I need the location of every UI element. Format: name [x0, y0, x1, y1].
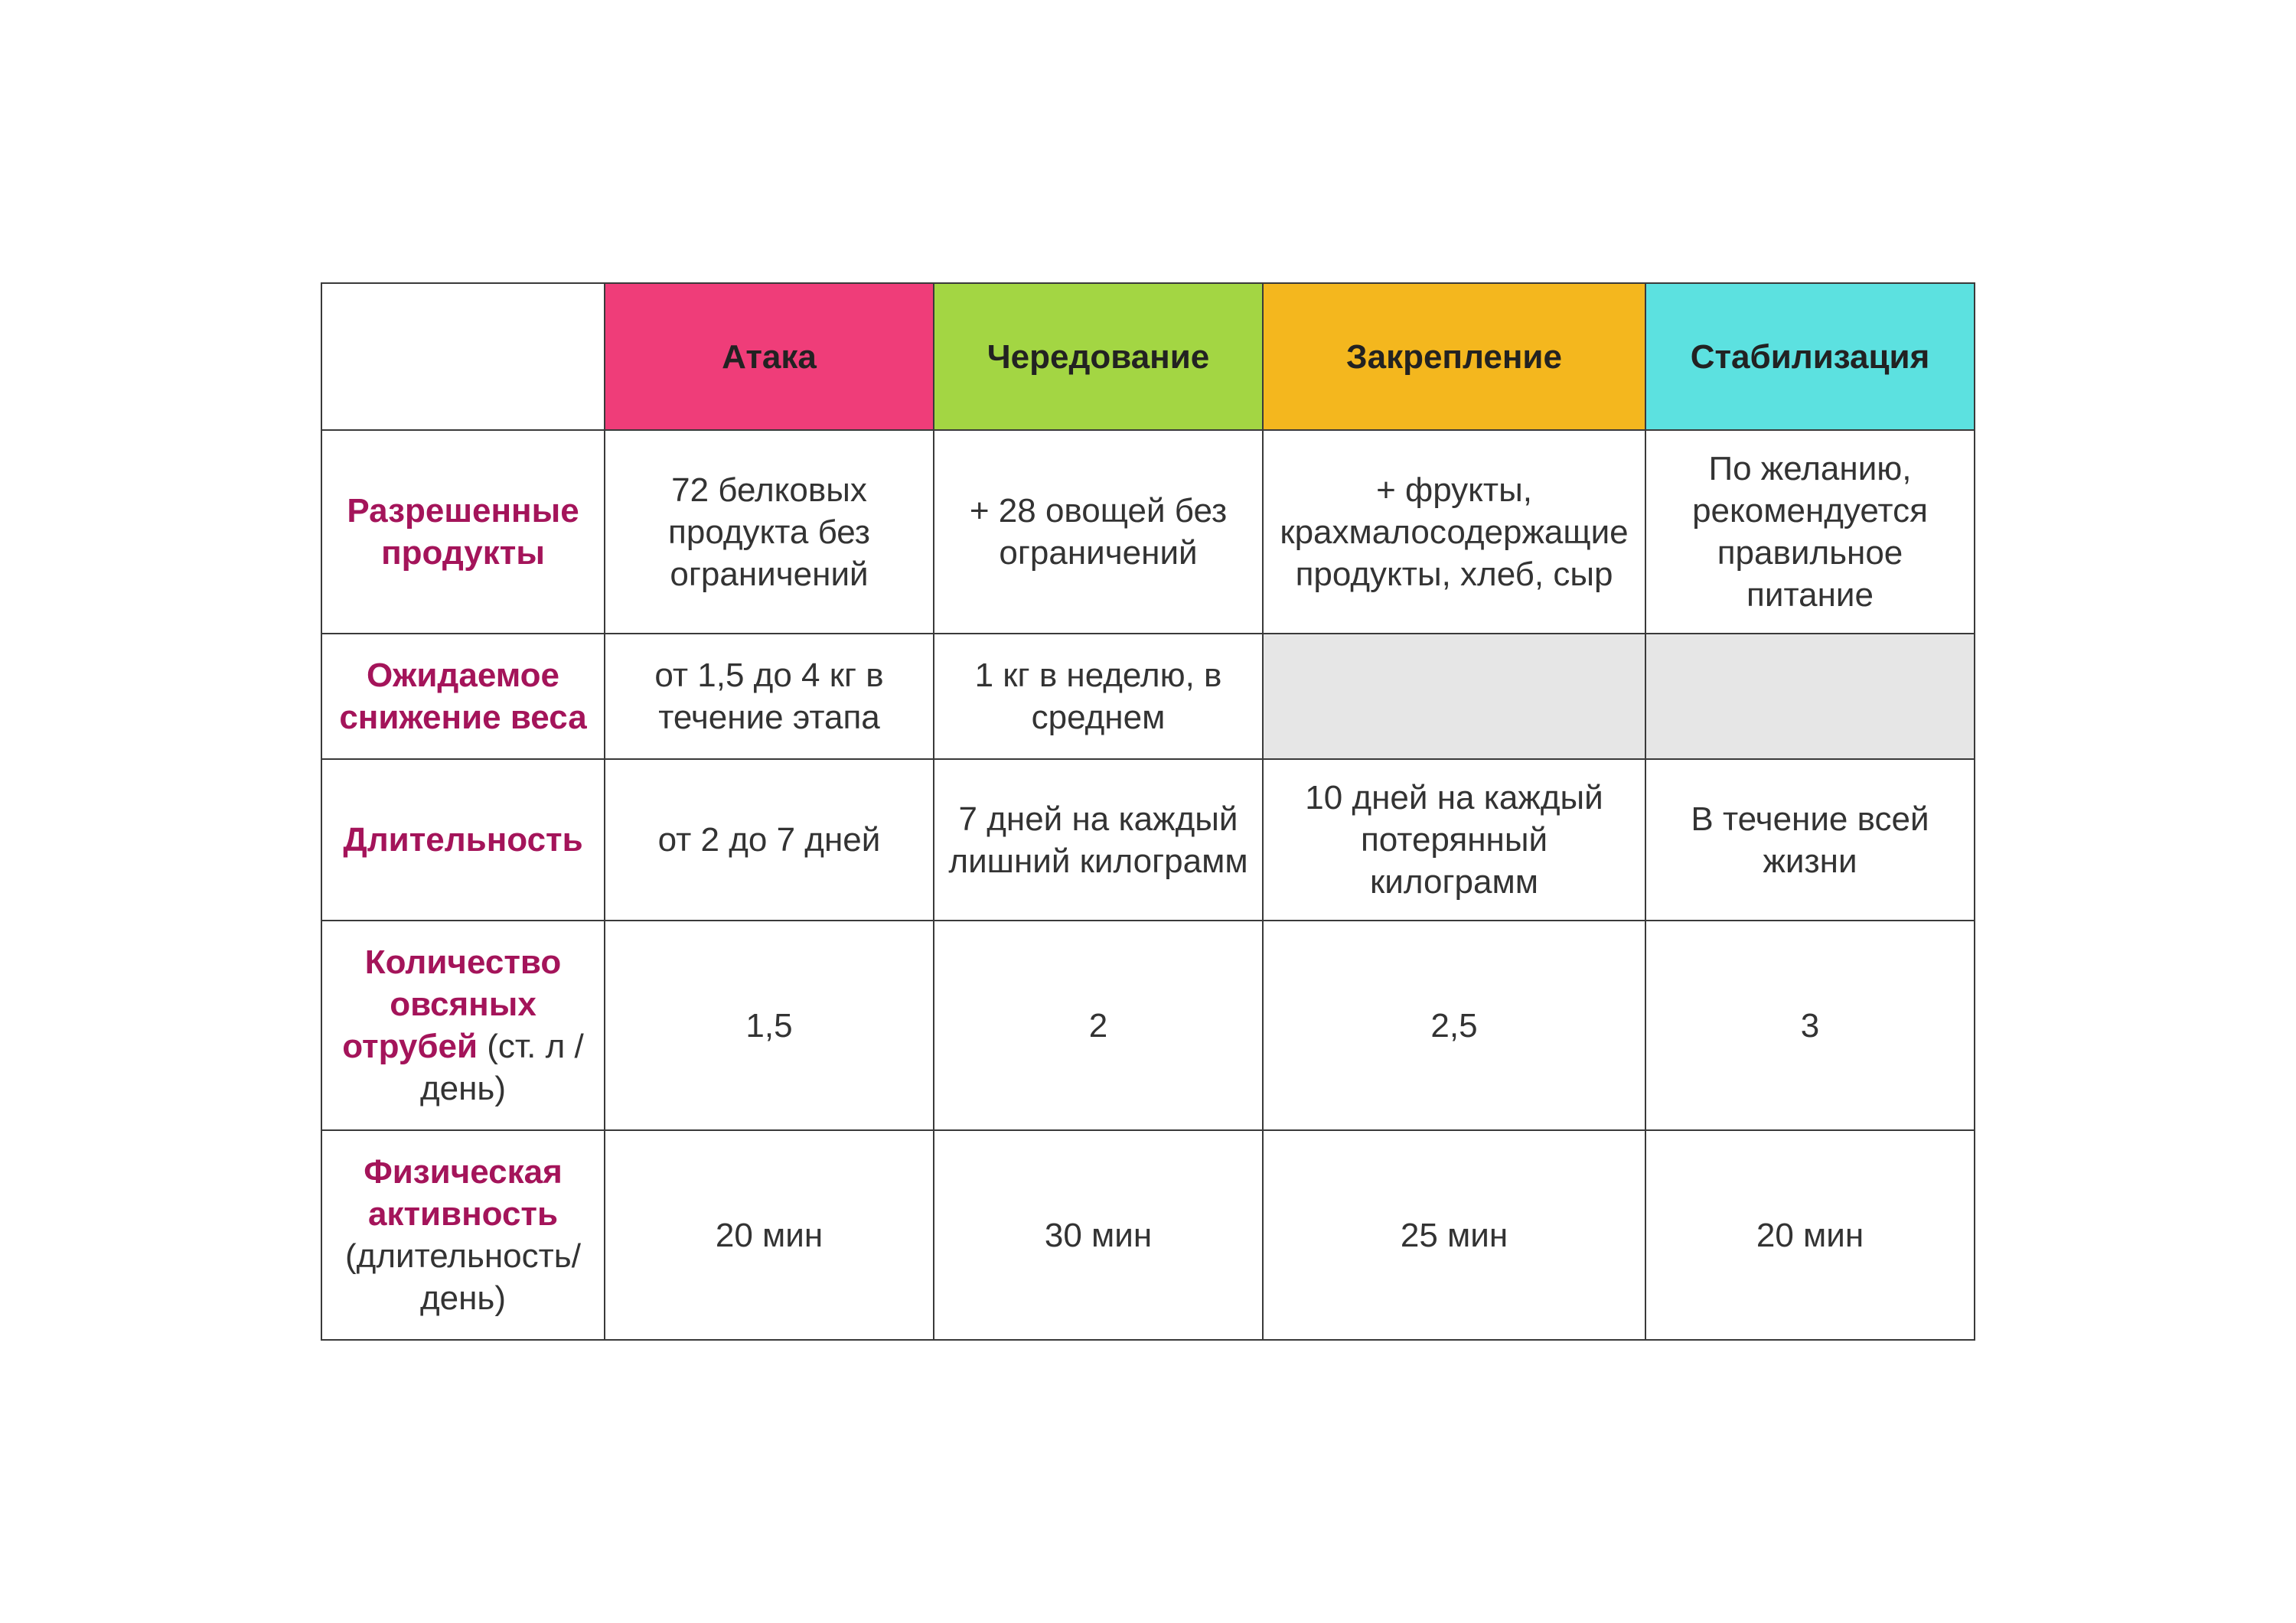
table-row: Физическая активность (длительность/ ден…	[321, 1130, 1975, 1340]
cell: 1,5	[605, 921, 934, 1130]
header-phase-attack: Атака	[605, 283, 934, 430]
table-row: Ожидаемое снижение веса от 1,5 до 4 кг в…	[321, 634, 1975, 759]
cell: 7 дней на каждый лишний килограмм	[934, 759, 1263, 921]
cell: 2	[934, 921, 1263, 1130]
row-header-main: Физическая активность	[364, 1153, 563, 1233]
cell-empty	[1263, 634, 1645, 759]
row-header-main: Длительность	[343, 821, 582, 859]
cell: 3	[1645, 921, 1975, 1130]
diet-table-container: Атака Чередование Закрепление Стабилизац…	[321, 282, 1975, 1341]
cell: 1 кг в неделю, в среднем	[934, 634, 1263, 759]
cell: 30 мин	[934, 1130, 1263, 1340]
cell: 72 белковых продукта без ограничений	[605, 430, 934, 634]
header-phase-consolidation: Закрепление	[1263, 283, 1645, 430]
header-phase-stabilization: Стабилизация	[1645, 283, 1975, 430]
cell: 10 дней на каждый потерянный килограмм	[1263, 759, 1645, 921]
row-header-oat-bran: Количество овсяных отрубей (ст. л /день)	[321, 921, 605, 1130]
diet-phases-table: Атака Чередование Закрепление Стабилизац…	[321, 282, 1975, 1341]
header-phase-alternation: Чередование	[934, 283, 1263, 430]
row-header-sub: (длительность/ день)	[345, 1237, 581, 1317]
cell: 20 мин	[1645, 1130, 1975, 1340]
row-header-main: Разрешенные продукты	[347, 492, 579, 572]
row-header-expected-loss: Ожидаемое снижение веса	[321, 634, 605, 759]
row-header-main: Ожидаемое снижение веса	[339, 657, 586, 736]
table-row: Количество овсяных отрубей (ст. л /день)…	[321, 921, 1975, 1130]
table-row: Длительность от 2 до 7 дней 7 дней на ка…	[321, 759, 1975, 921]
cell: от 1,5 до 4 кг в течение этапа	[605, 634, 934, 759]
cell-empty	[1645, 634, 1975, 759]
row-header-duration: Длительность	[321, 759, 605, 921]
cell: + 28 овощей без ограничений	[934, 430, 1263, 634]
cell: 25 мин	[1263, 1130, 1645, 1340]
table-row: Разрешенные продукты 72 белковых продукт…	[321, 430, 1975, 634]
cell: В течение всей жизни	[1645, 759, 1975, 921]
row-header-physical-activity: Физическая активность (длительность/ ден…	[321, 1130, 605, 1340]
cell: 20 мин	[605, 1130, 934, 1340]
table-header-row: Атака Чередование Закрепление Стабилизац…	[321, 283, 1975, 430]
row-header-allowed-products: Разрешенные продукты	[321, 430, 605, 634]
cell: от 2 до 7 дней	[605, 759, 934, 921]
cell: По желанию, рекомендуется правильное пит…	[1645, 430, 1975, 634]
cell: + фрукты, крахмалосодержащие продукты, х…	[1263, 430, 1645, 634]
cell: 2,5	[1263, 921, 1645, 1130]
header-empty-cell	[321, 283, 605, 430]
